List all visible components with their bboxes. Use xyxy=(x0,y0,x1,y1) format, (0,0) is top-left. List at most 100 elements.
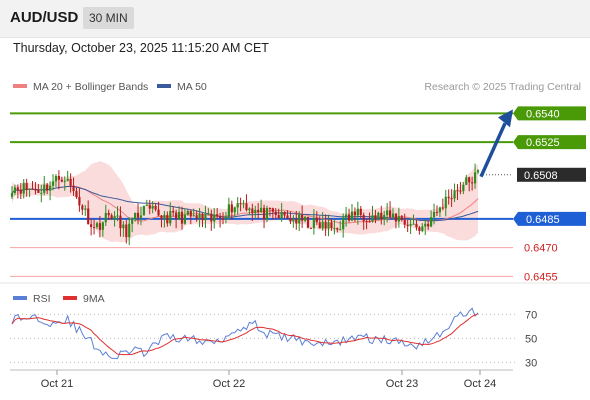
candle xyxy=(233,206,236,217)
candle xyxy=(180,206,184,230)
level-label-resistance: 0.6540 xyxy=(526,108,560,120)
candle xyxy=(125,220,128,244)
candle xyxy=(230,200,233,220)
candle xyxy=(110,213,113,220)
rsi-legend-swatch xyxy=(63,296,77,300)
candle xyxy=(34,182,37,195)
candle xyxy=(154,203,157,212)
candle xyxy=(136,203,140,225)
candle xyxy=(60,176,63,183)
level-tag-pivot xyxy=(513,211,586,226)
candle xyxy=(28,188,31,198)
candle xyxy=(415,219,418,231)
candle xyxy=(350,203,354,222)
rsi-tick-label: 50 xyxy=(525,333,537,345)
candle xyxy=(101,221,104,237)
legend-label: MA 20 + Bollinger Bands xyxy=(33,81,148,93)
candle xyxy=(321,212,324,231)
candle xyxy=(380,205,383,225)
x-tick-label: Oct 24 xyxy=(464,378,496,390)
candle xyxy=(397,207,400,228)
candle xyxy=(374,209,377,224)
candle xyxy=(421,223,424,233)
candle xyxy=(400,215,403,222)
price-levels xyxy=(10,112,513,277)
candle xyxy=(444,189,447,217)
candle xyxy=(107,209,110,221)
candle xyxy=(309,227,313,230)
candle xyxy=(403,213,406,229)
level-label-current: 0.6508 xyxy=(524,170,558,182)
candle xyxy=(473,163,477,189)
rsi-legend-swatch xyxy=(13,296,27,300)
candle xyxy=(365,218,368,230)
candle xyxy=(46,182,49,195)
timeframe-badge[interactable]: 30 MIN xyxy=(83,7,134,29)
level-label-pivot: 0.6485 xyxy=(526,214,560,226)
candle xyxy=(432,203,436,225)
candle xyxy=(69,173,72,193)
candle xyxy=(339,220,342,231)
candle xyxy=(98,215,102,238)
candle xyxy=(169,202,172,227)
candle xyxy=(245,194,248,212)
candle xyxy=(40,184,43,203)
candle xyxy=(157,201,160,217)
candle xyxy=(254,205,257,218)
candle xyxy=(301,205,304,228)
candle xyxy=(268,207,272,217)
rsi-panel: RSI 9MA 70 50 30 xyxy=(10,293,537,369)
x-axis: Oct 21 Oct 22 Oct 23 Oct 24 xyxy=(10,369,513,390)
candle xyxy=(271,207,274,220)
candle xyxy=(166,211,169,227)
candle xyxy=(453,183,456,203)
main-legend: MA 20 + Bollinger Bands MA 50 Research © 2… xyxy=(0,81,590,284)
candle xyxy=(122,220,125,237)
candle xyxy=(447,189,450,205)
moving-averages xyxy=(11,185,479,224)
candle xyxy=(19,183,22,200)
candle xyxy=(49,181,52,201)
candle xyxy=(251,203,254,222)
candle xyxy=(148,199,151,215)
candle xyxy=(318,216,321,229)
candle xyxy=(377,211,380,221)
level-tag-resistance xyxy=(513,106,586,121)
legend-swatch xyxy=(13,84,27,88)
candle xyxy=(207,208,210,216)
candle xyxy=(198,208,201,228)
candle xyxy=(54,174,58,187)
x-tick-label: Oct 23 xyxy=(386,378,418,390)
chart-header: AUD/USD 30 MIN xyxy=(0,0,590,38)
legend-label: MA 50 xyxy=(177,81,207,93)
candle xyxy=(218,212,222,228)
candle xyxy=(13,184,17,196)
candle xyxy=(128,217,131,246)
candle xyxy=(104,204,107,226)
candle xyxy=(312,209,315,235)
candle xyxy=(236,197,239,215)
candle xyxy=(116,206,119,222)
candle xyxy=(283,211,286,219)
level-label-support: 0.6455 xyxy=(524,271,558,283)
candle xyxy=(142,205,145,216)
candle xyxy=(295,210,298,230)
candle xyxy=(424,219,427,236)
candle xyxy=(216,207,219,220)
candle xyxy=(289,211,292,225)
rsi-legend-label: RSI xyxy=(33,293,51,305)
candle xyxy=(459,182,462,195)
candle xyxy=(57,170,60,190)
candle xyxy=(476,169,480,175)
candle xyxy=(213,207,216,229)
candle xyxy=(462,182,465,195)
legend-swatch xyxy=(157,84,171,88)
candle xyxy=(306,216,310,229)
candle xyxy=(347,208,351,223)
forecast-arrow-head xyxy=(498,109,513,128)
rsi-line xyxy=(11,307,479,360)
candle xyxy=(63,176,66,191)
candle xyxy=(286,210,289,219)
source-credit: Research © 2025 Trading Central xyxy=(424,81,581,93)
rsi-tick-label: 30 xyxy=(525,357,537,369)
